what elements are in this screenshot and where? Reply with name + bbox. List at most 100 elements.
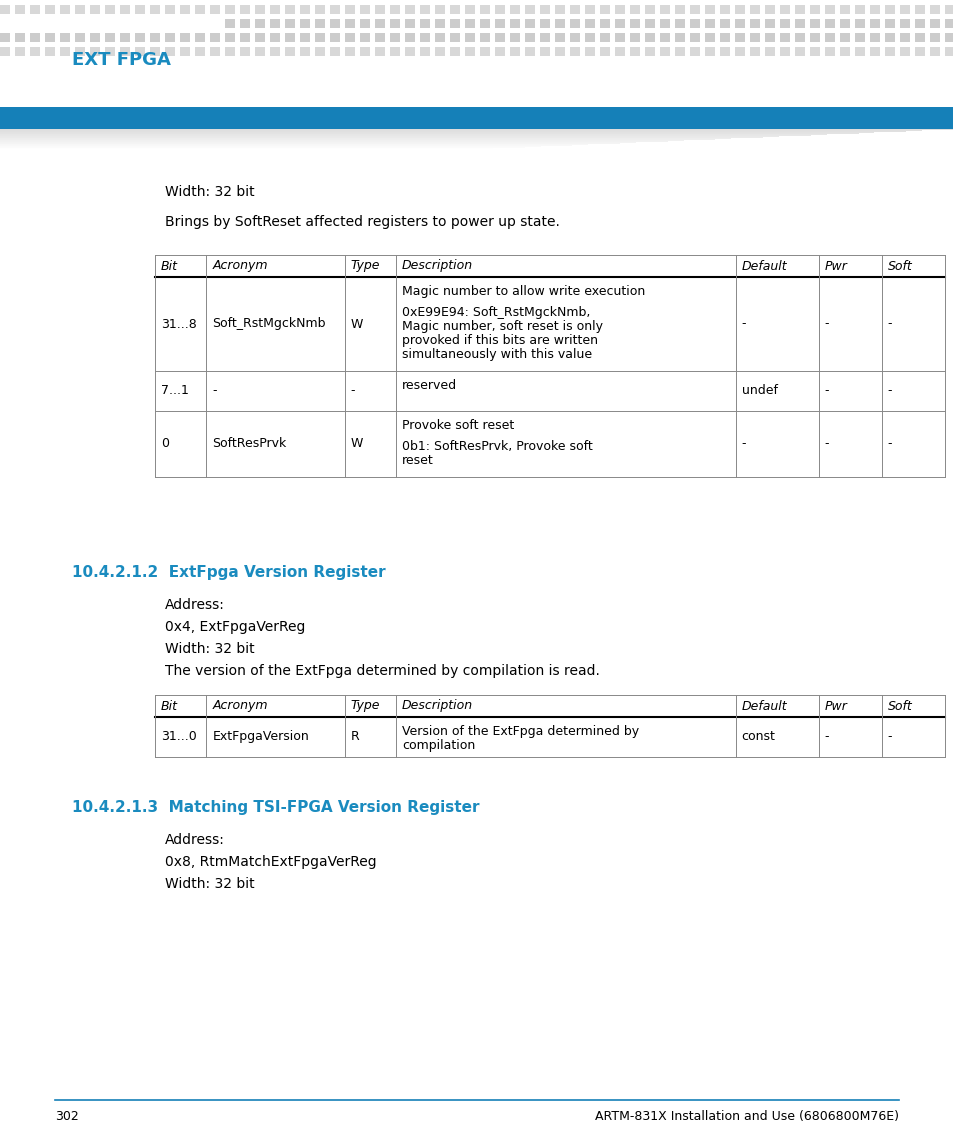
Bar [180,33,190,42]
Bar [944,19,953,27]
Bar [165,47,174,56]
Text: Width: 32 bit: Width: 32 bit [165,642,254,656]
Text: Acronym: Acronym [213,700,268,712]
Bar [375,47,385,56]
Bar [464,33,475,42]
Bar [225,19,234,27]
Bar [569,19,579,27]
Text: ExtFpgaVersion: ExtFpgaVersion [213,731,309,743]
Text: -: - [351,385,355,397]
Bar [824,5,834,14]
Bar [405,47,415,56]
Bar [0,106,953,129]
Bar [704,5,714,14]
Bar [569,33,579,42]
Text: Default: Default [740,260,786,273]
Bar [135,47,145,56]
Text: Acronym: Acronym [213,260,268,273]
Bar [314,47,325,56]
Bar [720,5,729,14]
Bar [0,0,953,105]
Bar [75,5,85,14]
Bar [780,33,789,42]
Bar [584,5,595,14]
Bar [120,5,130,14]
Bar [840,5,849,14]
Text: 0x8, RtmMatchExtFpgaVerReg: 0x8, RtmMatchExtFpgaVerReg [165,855,376,869]
Bar [899,33,909,42]
Bar [450,47,459,56]
Bar [809,19,820,27]
Bar [285,19,294,27]
Bar [330,5,339,14]
Bar [150,33,160,42]
Bar [734,47,744,56]
Bar [359,47,370,56]
Text: -: - [887,437,891,450]
Bar [210,47,220,56]
Bar [764,5,774,14]
Text: Brings by SoftReset affected registers to power up state.: Brings by SoftReset affected registers t… [165,215,559,229]
Bar [405,33,415,42]
Bar [194,5,205,14]
Bar [689,5,700,14]
Bar [510,47,519,56]
Bar [435,19,444,27]
Text: -: - [887,385,891,397]
Bar [314,19,325,27]
Bar [809,5,820,14]
Bar [809,47,820,56]
Bar [405,19,415,27]
Text: Soft: Soft [887,700,912,712]
Bar [464,5,475,14]
Text: Soft_RstMgckNmb: Soft_RstMgckNmb [213,317,326,331]
Bar [194,33,205,42]
Bar [914,5,924,14]
Text: provoked if this bits are written: provoked if this bits are written [401,334,598,347]
Bar [629,33,639,42]
Text: Version of the ExtFpga determined by: Version of the ExtFpga determined by [401,725,639,739]
Bar [75,33,85,42]
Bar [330,19,339,27]
Bar [254,47,265,56]
Bar [944,47,953,56]
Bar [794,19,804,27]
Bar [495,5,504,14]
Bar [330,33,339,42]
Bar [150,47,160,56]
Bar [524,5,535,14]
Bar [659,19,669,27]
Bar [659,33,669,42]
Bar [644,47,655,56]
Bar [555,5,564,14]
Bar [794,33,804,42]
Bar [599,5,609,14]
Text: 0b1: SoftResPrvk, Provoke soft: 0b1: SoftResPrvk, Provoke soft [401,440,592,452]
Bar [929,47,939,56]
Bar [419,47,430,56]
Bar [809,33,820,42]
Text: Pwr: Pwr [823,260,846,273]
Bar [450,5,459,14]
Text: Provoke soft reset: Provoke soft reset [401,419,514,432]
Bar [240,33,250,42]
Bar [734,19,744,27]
Bar [629,47,639,56]
Bar [225,47,234,56]
Bar [314,33,325,42]
Bar [285,47,294,56]
Text: SoftResPrvk: SoftResPrvk [213,437,286,450]
Bar [120,33,130,42]
Bar [854,33,864,42]
Text: 7...1: 7...1 [161,385,189,397]
Text: undef: undef [740,385,777,397]
Bar [464,47,475,56]
Bar [884,47,894,56]
Text: The version of the ExtFpga determined by compilation is read.: The version of the ExtFpga determined by… [165,664,599,678]
Bar [764,33,774,42]
Bar [884,5,894,14]
Bar [405,5,415,14]
Bar [495,33,504,42]
Bar [510,19,519,27]
Bar [345,5,355,14]
